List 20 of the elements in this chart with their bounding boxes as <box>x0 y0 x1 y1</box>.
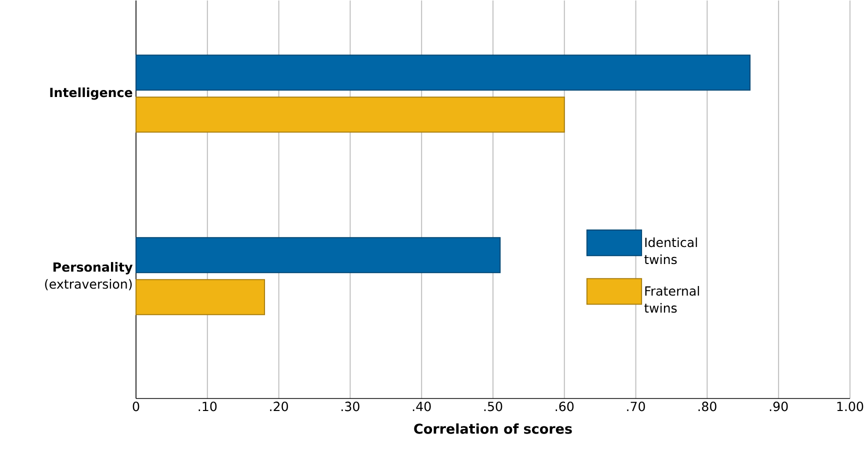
y-tick-label: Personality (extraversion) <box>45 262 133 290</box>
bar <box>136 278 266 315</box>
x-tick-label: .50 <box>484 401 502 411</box>
x-tick-label: .80 <box>698 401 716 411</box>
x-tick-label: .30 <box>342 401 360 411</box>
x-axis-title: Correlation of scores <box>414 423 572 434</box>
x-tick-label: 1.00 <box>837 401 864 411</box>
x-tick-label: .20 <box>270 401 288 411</box>
bar <box>136 54 751 90</box>
bar <box>136 236 501 273</box>
bar <box>136 96 565 132</box>
x-tick-label: .40 <box>412 401 431 411</box>
x-tick-label: 0 <box>132 401 140 411</box>
x-tick-label: .70 <box>627 401 645 411</box>
y-tick-label: Intelligence <box>50 87 132 100</box>
x-tick-label: .90 <box>770 401 788 411</box>
legend-label: Fraternal twins <box>644 286 699 313</box>
x-tick-label: .60 <box>556 401 574 411</box>
x-tick-label: .10 <box>198 401 217 411</box>
legend-label: Identical twins <box>644 237 697 264</box>
